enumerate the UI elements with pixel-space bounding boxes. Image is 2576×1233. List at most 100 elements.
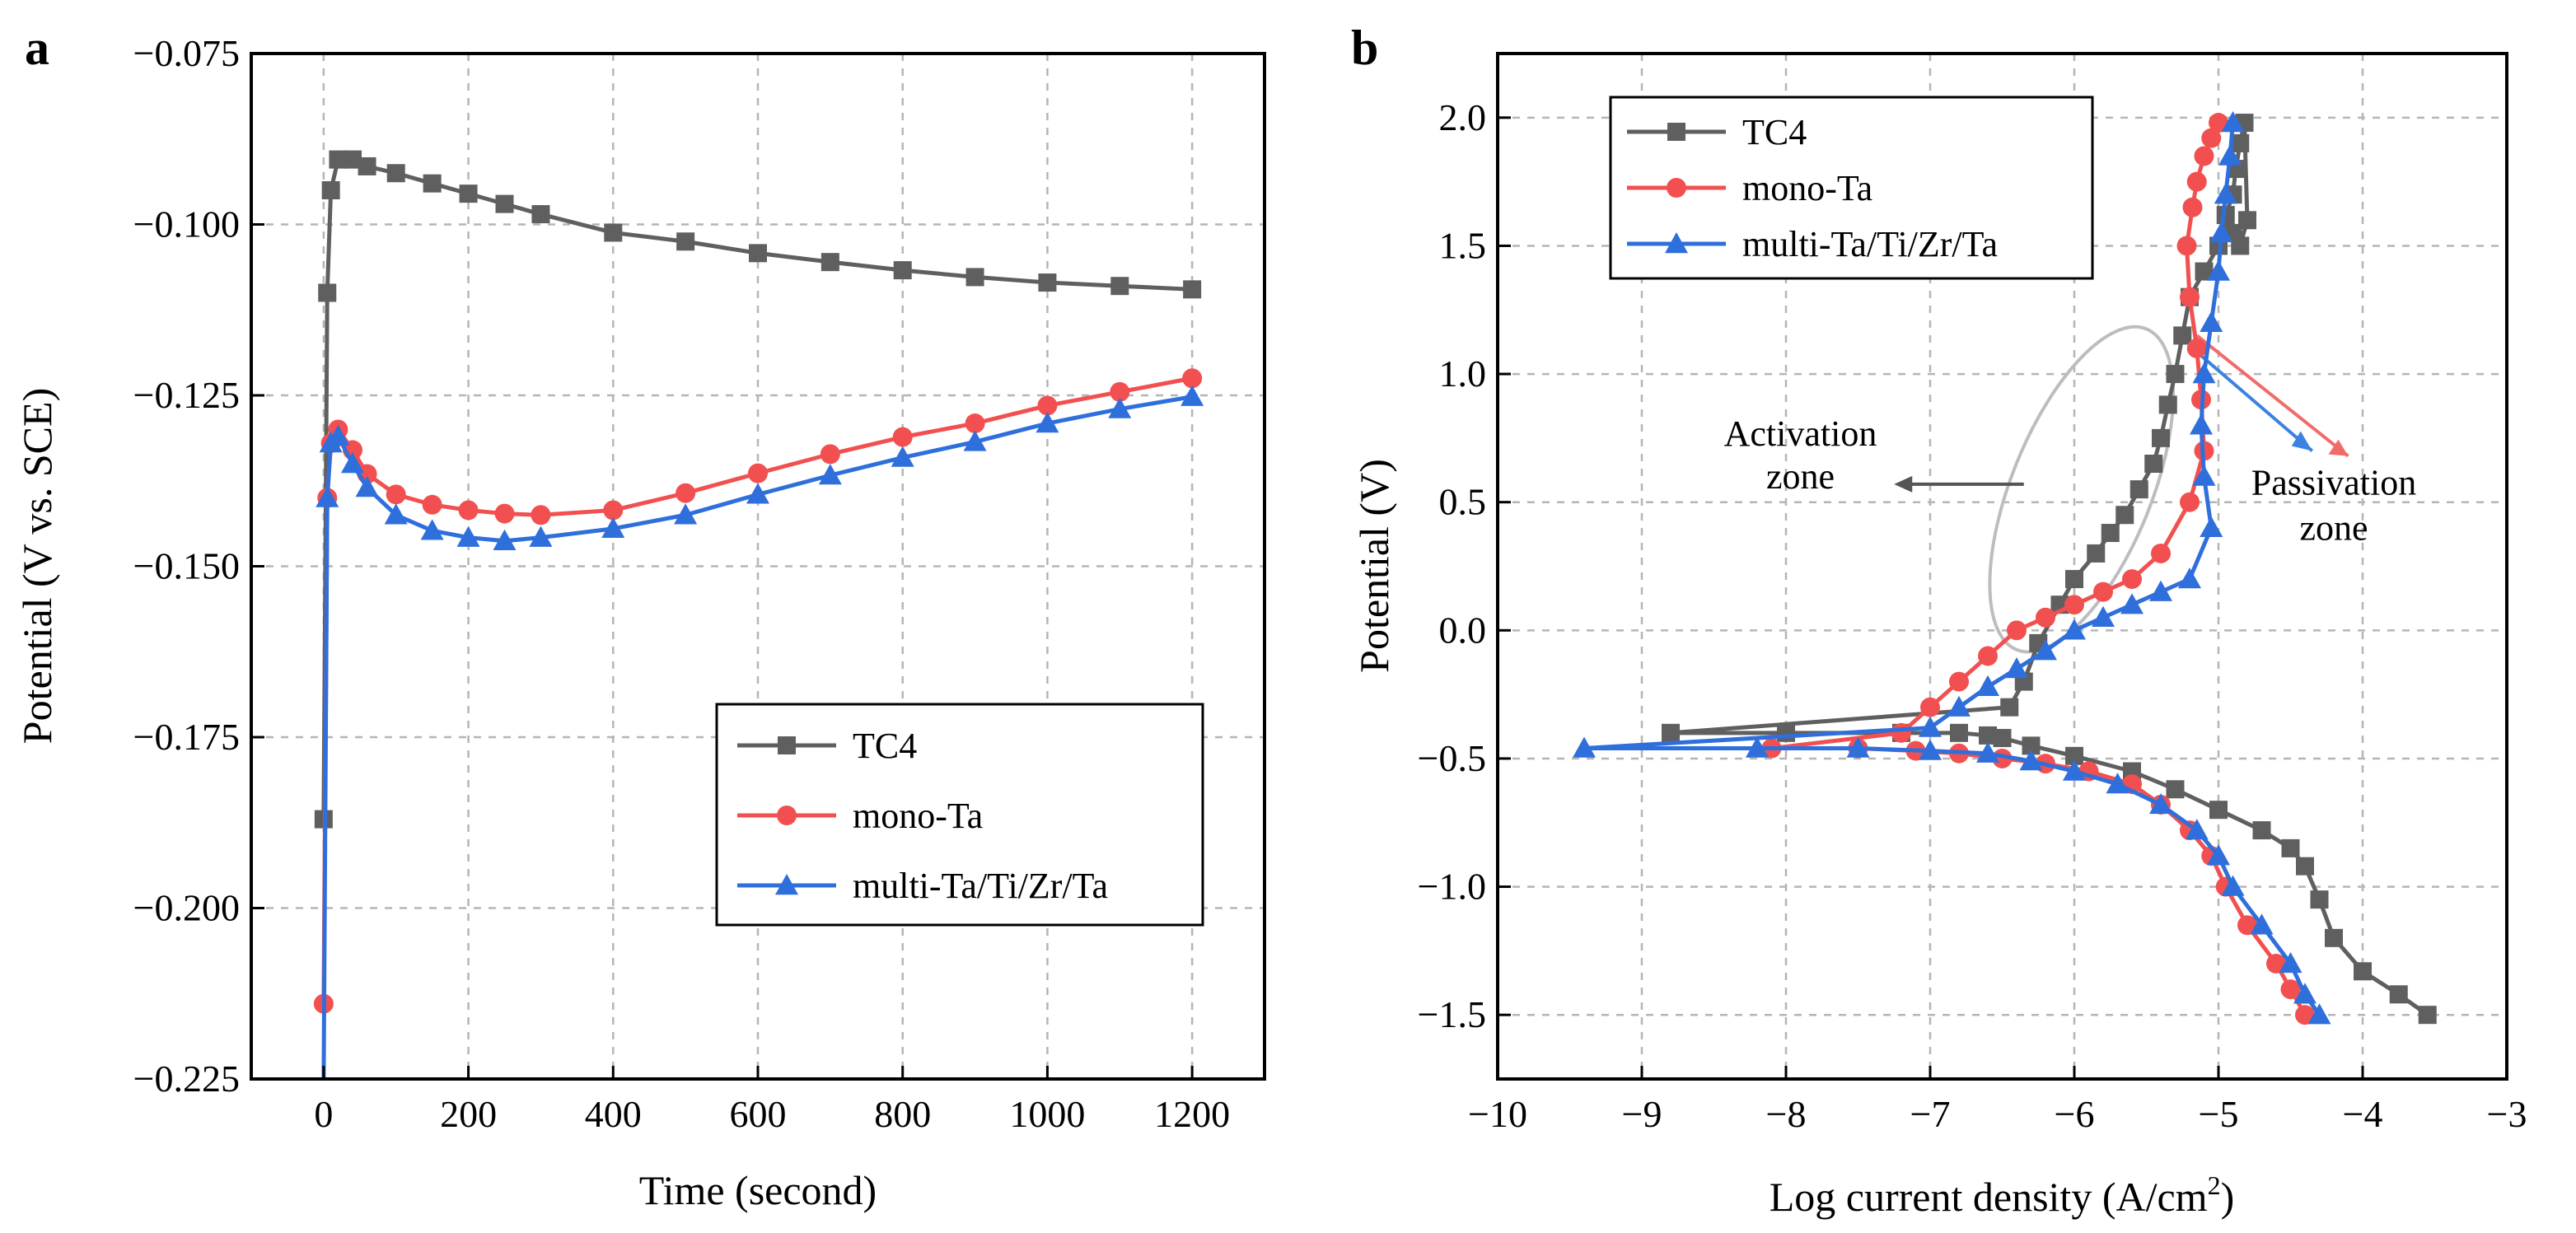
legend-label-a-0: TC4 — [853, 726, 917, 766]
point-b-0-0 — [2418, 1006, 2437, 1025]
point-a-1-11 — [603, 500, 624, 521]
point-b-0-25 — [2101, 524, 2120, 543]
y-tick-label-b-6: 1.5 — [1439, 224, 1487, 266]
passivation-arrow-red — [2195, 334, 2349, 458]
point-b-2-13 — [1846, 736, 1870, 758]
legend-marker-b-2 — [1665, 232, 1688, 254]
x-tick-label-a-0: 0 — [314, 1093, 333, 1135]
point-a-0-8 — [459, 184, 478, 203]
point-a-0-19 — [1183, 280, 1202, 299]
point-b-2-26 — [2200, 516, 2223, 538]
legend-marker-a-2 — [775, 874, 798, 895]
point-b-2-9 — [2063, 759, 2086, 781]
point-b-1-31 — [2176, 236, 2197, 256]
point-b-0-9 — [2166, 780, 2185, 799]
x-tick-label-b-6: −4 — [2343, 1093, 2383, 1135]
legend-b: TC4 mono-Ta multi-Ta/Ti/Zr/Ta — [1609, 96, 2094, 280]
point-a-0-12 — [676, 232, 695, 251]
passivation-arrow-blue-head — [2291, 431, 2312, 451]
ticks-a: 0 200 400 600 800 1000 1200 −0.075 −0.100 −0.125 −… — [133, 32, 1231, 1135]
point-a-1-7 — [422, 494, 442, 515]
point-b-2-19 — [2005, 657, 2028, 679]
y-axis-title-b: Potential (V) — [1351, 459, 1397, 673]
point-a-1-6 — [386, 484, 406, 505]
y-tick-label-b-2: −0.5 — [1418, 737, 1486, 779]
point-b-0-18 — [1662, 723, 1680, 742]
point-a-0-6 — [386, 164, 405, 183]
point-b-2-23 — [2120, 593, 2144, 614]
point-b-2-0 — [2307, 1003, 2331, 1025]
point-b-2-5 — [2207, 844, 2230, 866]
y-tick-label-a-5: −0.200 — [133, 887, 240, 929]
passivation-arrow-blue — [2195, 350, 2314, 452]
point-b-0-41 — [2238, 211, 2256, 230]
series-a — [313, 150, 1204, 1079]
point-b-1-21 — [2036, 607, 2055, 628]
x-axis-title-a: Time (second) — [639, 1167, 877, 1213]
panel-letter-a: a — [25, 21, 49, 75]
x-tick-label-a-2: 400 — [585, 1093, 642, 1135]
y-tick-label-b-7: 2.0 — [1439, 96, 1487, 138]
point-b-1-26 — [2180, 492, 2200, 512]
point-b-1-18 — [1949, 671, 1969, 692]
x-tick-label-a-4: 800 — [874, 1093, 931, 1135]
x-tick-label-a-6: 1200 — [1154, 1093, 1230, 1135]
point-a-2-10 — [529, 525, 553, 547]
point-a-0-3 — [329, 150, 348, 169]
point-b-2-24 — [2149, 580, 2172, 601]
ticks-b: −10 −9 −8 −7 −6 −5 −4 −3 −1.5 −1.0 −0.5 0.0 0.5 1.0 1.… — [1418, 96, 2527, 1135]
y-tick-label-a-6: −0.225 — [133, 1058, 240, 1100]
point-b-2-18 — [1976, 675, 1999, 696]
point-b-2-14 — [1746, 736, 1769, 758]
y-tick-label-b-1: −1.0 — [1418, 866, 1486, 908]
point-b-0-28 — [2144, 455, 2163, 473]
point-a-2-15 — [891, 446, 914, 467]
point-b-2-2 — [2279, 951, 2303, 974]
point-a-2-5 — [355, 476, 379, 497]
x-tick-label-b-3: −7 — [1910, 1093, 1951, 1135]
point-b-0-23 — [2065, 570, 2083, 589]
point-a-1-17 — [1037, 395, 1058, 416]
point-b-0-5 — [2296, 857, 2314, 876]
point-a-1-10 — [531, 505, 551, 525]
point-a-0-10 — [531, 205, 550, 224]
activation-arrow-head — [1894, 475, 1913, 493]
point-a-1-9 — [494, 503, 515, 524]
panel-a: a 0 200 400 600 800 1000 1200 −0.075 −0.100 −0.12… — [14, 21, 1266, 1213]
passivation-label-line-0: Passivation — [2251, 462, 2416, 502]
point-b-0-4 — [2310, 890, 2329, 909]
point-b-2-7 — [2149, 792, 2172, 815]
legend-marker-b-0 — [1667, 123, 1685, 141]
point-a-0-1 — [318, 283, 337, 302]
point-b-1-20 — [2007, 620, 2027, 641]
point-b-0-31 — [2166, 365, 2185, 384]
y-tick-label-b-0: −1.5 — [1418, 993, 1486, 1035]
point-b-1-36 — [2209, 113, 2228, 133]
activation-label: Activation zone — [1724, 413, 1877, 497]
point-b-2-28 — [2190, 413, 2213, 435]
point-b-2-22 — [2092, 605, 2115, 627]
point-a-2-11 — [601, 516, 625, 539]
y-tick-label-b-4: 0.5 — [1439, 481, 1487, 523]
point-b-2-20 — [2034, 639, 2057, 661]
point-b-2-32 — [2209, 221, 2233, 243]
point-b-2-29 — [2192, 362, 2216, 384]
panel-letter-b: b — [1351, 21, 1378, 75]
legend-marker-b-1 — [1667, 178, 1686, 198]
point-b-0-15 — [1950, 723, 1968, 742]
legend-marker-a-0 — [778, 736, 796, 754]
point-a-1-18 — [1110, 381, 1130, 402]
point-b-1-33 — [2186, 171, 2207, 192]
y-tick-label-a-0: −0.075 — [133, 32, 240, 74]
point-b-2-17 — [1947, 695, 1971, 717]
point-a-2-13 — [746, 483, 769, 504]
series-b — [1573, 111, 2437, 1025]
x-axis-title-b-tail: ) — [2221, 1174, 2235, 1220]
legend-label-a-1: mono-Ta — [853, 796, 983, 836]
legend-label-a-2: multi-Ta/Ti/Zr/Ta — [853, 866, 1108, 906]
point-b-0-17 — [1777, 723, 1795, 742]
point-b-2-34 — [2218, 144, 2242, 166]
y-tick-label-a-3: −0.150 — [133, 545, 240, 587]
point-a-2-8 — [456, 525, 480, 547]
